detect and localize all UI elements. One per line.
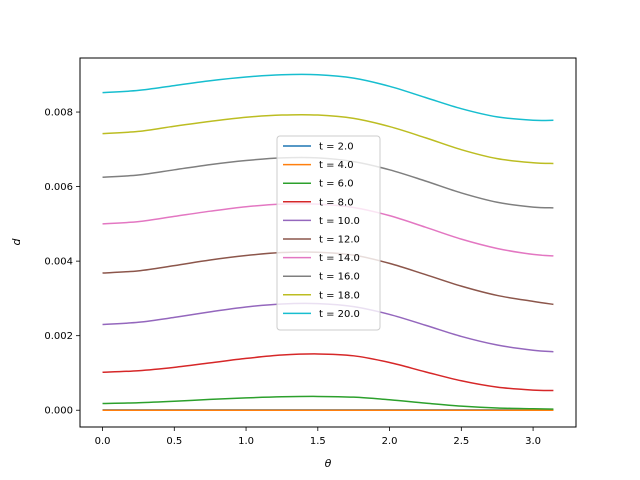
- legend-label: t = 14.0: [319, 253, 360, 264]
- y-axis-label: d: [10, 237, 23, 245]
- x-tick-label: 2.5: [453, 436, 469, 447]
- legend-label: t = 6.0: [319, 179, 354, 190]
- x-tick-label: 1.0: [238, 436, 254, 447]
- series-line-9: [102, 113, 554, 165]
- series-line-3: [102, 395, 554, 410]
- plot-frame: [79, 57, 577, 428]
- legend-label: t = 12.0: [319, 235, 360, 246]
- legend-box: [276, 135, 381, 331]
- y-tick-label: 0.000: [44, 406, 73, 417]
- y-tick-label: 0.004: [44, 257, 73, 268]
- legend-label: t = 4.0: [319, 160, 354, 171]
- x-tick-label: 1.5: [310, 436, 326, 447]
- legend-label: t = 10.0: [319, 216, 360, 227]
- x-tick-label: 0.0: [95, 436, 111, 447]
- legend-label: t = 16.0: [319, 272, 360, 283]
- legend-label: t = 2.0: [319, 142, 354, 153]
- x-axis-label: θ: [325, 457, 332, 470]
- y-tick-label: 0.008: [44, 108, 73, 119]
- x-axis-ticks: 0.0 0.5 1.0 1.5 2.0 2.5 3.0: [95, 427, 541, 447]
- legend-label: t = 18.0: [319, 290, 360, 301]
- legend-label: t = 20.0: [319, 309, 360, 320]
- y-axis-ticks: 0.000 0.002 0.004 0.006 0.008: [44, 108, 80, 417]
- series-line-10: [102, 73, 554, 122]
- series-line-4: [102, 353, 554, 392]
- legend: t = 2.0 t = 4.0 t = 6.0 t = 8.0 t = 10.0 t = …: [276, 135, 381, 331]
- x-tick-label: 0.5: [166, 436, 182, 447]
- y-tick-label: 0.002: [44, 331, 73, 342]
- x-tick-label: 3.0: [525, 436, 541, 447]
- legend-label: t = 8.0: [319, 197, 354, 208]
- y-tick-label: 0.006: [44, 182, 73, 193]
- x-tick-label: 2.0: [382, 436, 398, 447]
